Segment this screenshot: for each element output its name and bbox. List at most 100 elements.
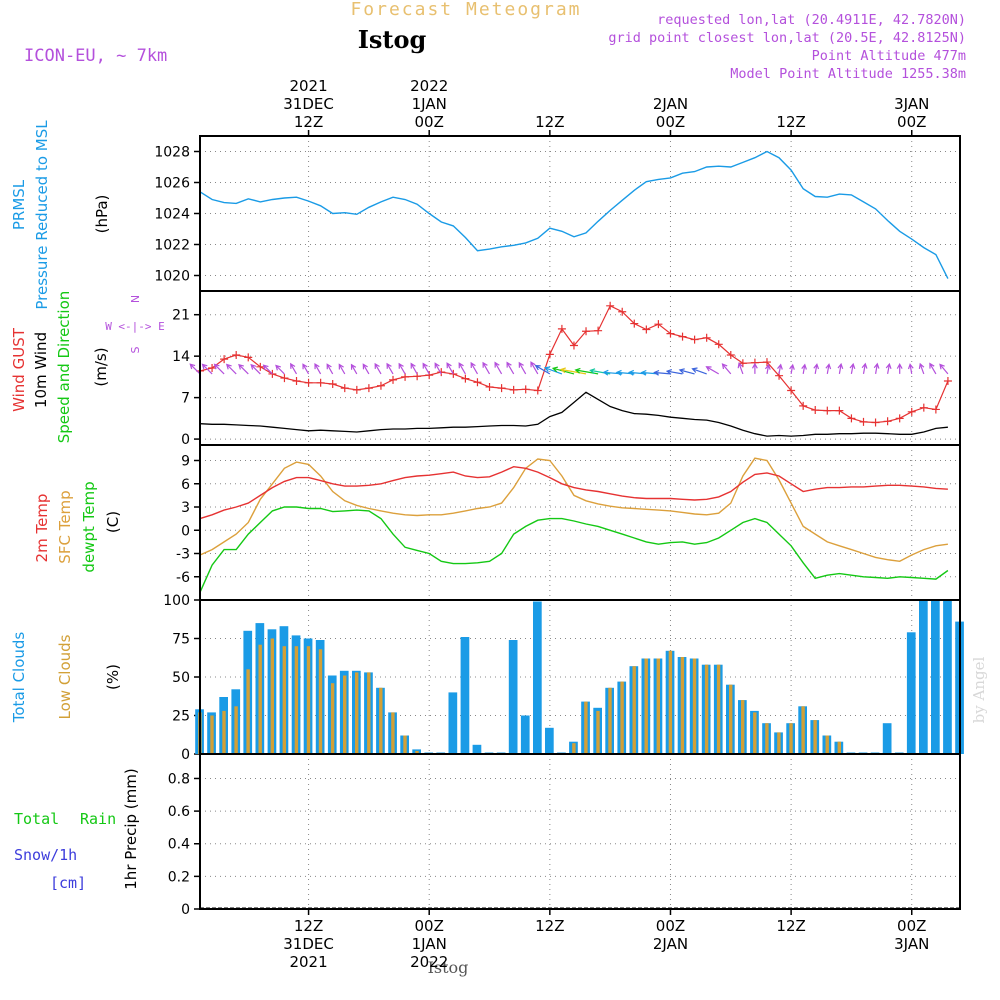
low-cloud-bar [306, 646, 311, 754]
chart-area: 1020 1022 1024 1026 1028 0 7 14 21 -6 -3 0 3 6 9 0 25 50 7… [154, 77, 964, 971]
prmsl-desc-label: Pressure Reduced to MSL [33, 120, 51, 310]
gust-marker [811, 406, 820, 415]
watermark: by Angel [970, 656, 988, 723]
wind-arrow [534, 365, 551, 375]
gust-marker [220, 355, 229, 364]
top-time-label: 31DEC [283, 95, 334, 113]
panel-frame [199, 753, 961, 910]
y-tick-label: 0 [181, 432, 190, 448]
y-tick-label: -3 [176, 547, 190, 563]
wind-arrow [422, 362, 430, 375]
low-cloud-bar [343, 675, 347, 754]
gust-marker [618, 307, 627, 316]
wind-arrow [653, 369, 671, 376]
low-cloud-bar [668, 650, 673, 754]
y-tick-label: 1022 [154, 238, 190, 254]
temp-2m-label: 2m Temp [33, 494, 51, 563]
wind-arrow [482, 361, 491, 375]
temp-panel-labels: 2m Temp SFC Temp dewpt Temp (C) [33, 481, 122, 572]
wind-arrow [813, 363, 820, 375]
total-cloud-bar [919, 600, 928, 754]
gust-marker [835, 406, 844, 415]
y-tick-label: 75 [172, 632, 190, 648]
prmsl-label: PRMSL [10, 179, 28, 230]
wind-arrow [386, 362, 394, 375]
gust-marker [401, 372, 410, 381]
gust-marker [389, 375, 398, 384]
wind-arrow [374, 362, 382, 375]
hpa-unit-label: (hPa) [93, 195, 111, 234]
panel-4: 0 25 50 75 100 [163, 593, 964, 763]
total-cloud-bar [472, 744, 482, 754]
wind-arrow [262, 364, 273, 375]
low-cloud-bar [680, 657, 685, 754]
gust-marker [461, 374, 470, 383]
bottom-time-label: 2022 [410, 953, 448, 971]
wind-arrow [751, 362, 758, 374]
app-title: Forecast Meteogram [350, 0, 581, 20]
low-cloud-bar [391, 712, 395, 754]
grid-point-coords: grid point closest lon,lat (20.5E, 42.81… [608, 30, 966, 46]
gust-marker [871, 418, 880, 427]
gust-marker [352, 385, 361, 394]
prmsl-line [199, 150, 949, 279]
wind-arrow [458, 362, 466, 375]
total-cloud-bar [943, 600, 952, 754]
gust-marker [642, 325, 651, 334]
bottom-time-label: 2JAN [653, 935, 688, 953]
total-cloud-bar [460, 637, 470, 754]
location-title: Istog [358, 25, 427, 54]
top-time-label: 00Z [415, 113, 444, 131]
low-cloud-bar [825, 735, 829, 754]
wind-arrow [213, 363, 225, 375]
top-time-label: 2021 [289, 77, 327, 95]
total-cloud-bar [448, 692, 458, 754]
wind-arrow [398, 362, 406, 375]
pct-unit-label: (%) [104, 664, 122, 690]
top-time-label: 00Z [656, 113, 685, 131]
y-tick-label: 1026 [154, 176, 190, 192]
low-cloud-bar [330, 683, 335, 754]
low-cloud-bar [789, 723, 793, 754]
total-cloud-bar [906, 632, 916, 754]
gust-marker [244, 353, 253, 362]
total-cloud-bar [508, 640, 518, 754]
panel-5: 0 0.2 0.4 0.6 0.8 [168, 753, 961, 918]
gust-marker [256, 362, 265, 371]
y-tick-label: 1024 [154, 207, 190, 223]
compass-s-label: S [129, 346, 142, 353]
temp-sfc-label: SFC Temp [56, 490, 74, 563]
total-label: Total [14, 810, 59, 828]
y-tick-label: 3 [181, 500, 190, 516]
total-cloud-bar [931, 600, 940, 754]
wind-arrow [939, 363, 949, 375]
wind-arrow [410, 362, 418, 375]
gust-marker [666, 329, 675, 338]
gust-marker [340, 384, 349, 393]
total-cloud-bar [545, 727, 554, 754]
wind-arrow [506, 361, 515, 375]
wind-arrow [678, 368, 695, 375]
low-cloud-bar [813, 720, 817, 754]
y-tick-label: 9 [181, 454, 190, 470]
wind-arrow [665, 369, 683, 375]
gust-marker [545, 350, 554, 359]
cm-unit-label: [cm] [50, 874, 86, 892]
wind-arrow [896, 362, 903, 374]
low-cloud-bar [765, 723, 769, 754]
bottom-time-label: 00Z [897, 917, 926, 935]
panel-2: 0 7 14 21 [172, 290, 961, 448]
gust-marker [208, 364, 217, 372]
wind-arrow [589, 368, 611, 375]
gust-marker [678, 332, 687, 341]
low-cloud-bar [367, 672, 371, 754]
wind-arrow [470, 361, 479, 375]
wind-arrow [314, 363, 322, 375]
gust-marker [654, 320, 663, 329]
low-cloud-bar [620, 681, 624, 754]
gust-marker [594, 326, 603, 335]
wind-gust-line [199, 304, 949, 424]
wind-arrow [691, 367, 707, 375]
gust-marker [859, 417, 868, 426]
gust-marker [690, 335, 699, 344]
